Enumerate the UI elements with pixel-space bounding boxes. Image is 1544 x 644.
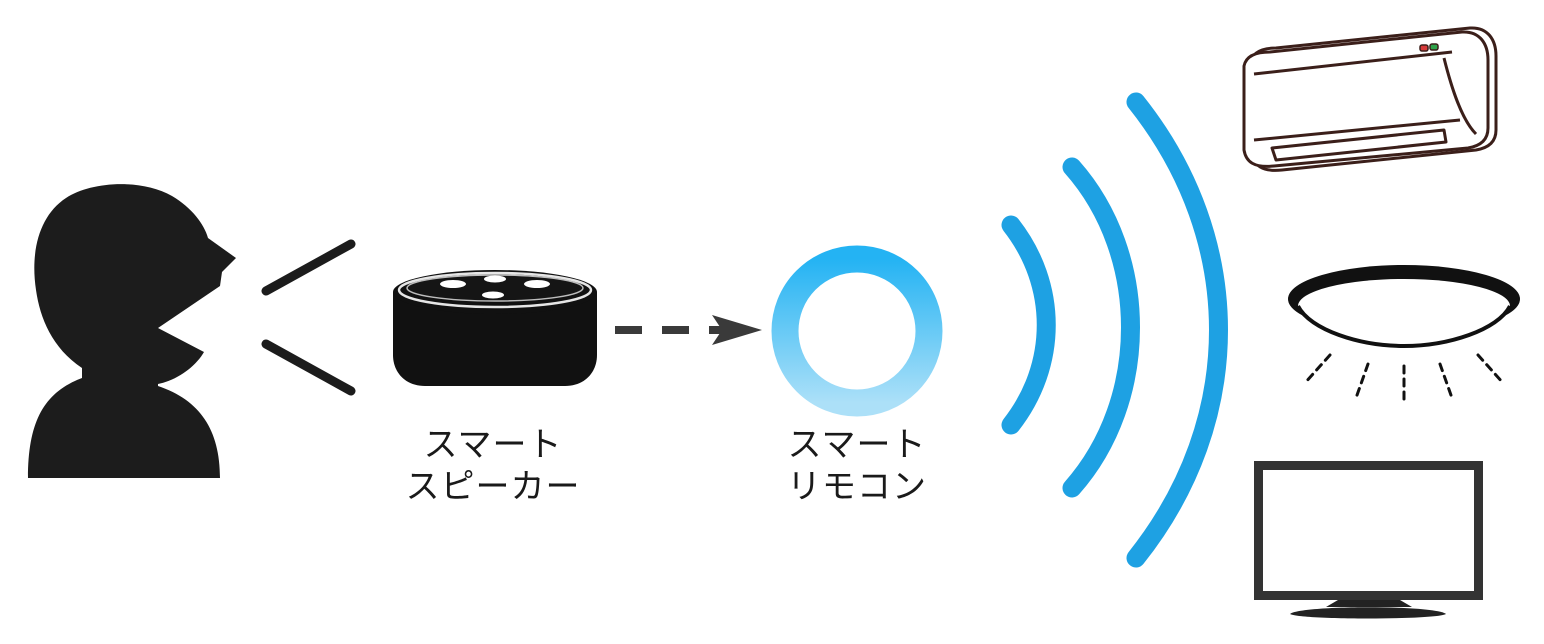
television-icon [1254,461,1483,619]
ceiling-light-icon [1288,265,1520,406]
person-speaking-icon [28,184,356,478]
speaker-button [482,291,504,299]
speaker-button [484,275,506,283]
voice-line-lower [261,339,356,396]
arrow-icon [615,315,762,345]
wave-large [1126,92,1228,568]
speaker-button [524,280,550,288]
signal-waves-icon [1001,92,1228,568]
smart-remote-label: スマート リモコン [752,424,962,508]
air-conditioner-icon [1242,26,1498,172]
speaker-button [440,280,466,288]
wave-medium [1062,157,1140,498]
wave-small [1001,215,1056,435]
smart-remote-ring-icon [771,245,943,417]
smart-speaker-icon [393,270,597,386]
smart-remote-label-line1: スマート [787,425,927,465]
smart-speaker-label-line2: スピーカー [405,467,581,507]
smart-remote-label-line2: リモコン [787,467,927,507]
voice-line-upper [261,239,356,296]
smart-speaker-label-line1: スマート [423,425,563,465]
smart-speaker-label: スマート スピーカー [388,424,598,508]
